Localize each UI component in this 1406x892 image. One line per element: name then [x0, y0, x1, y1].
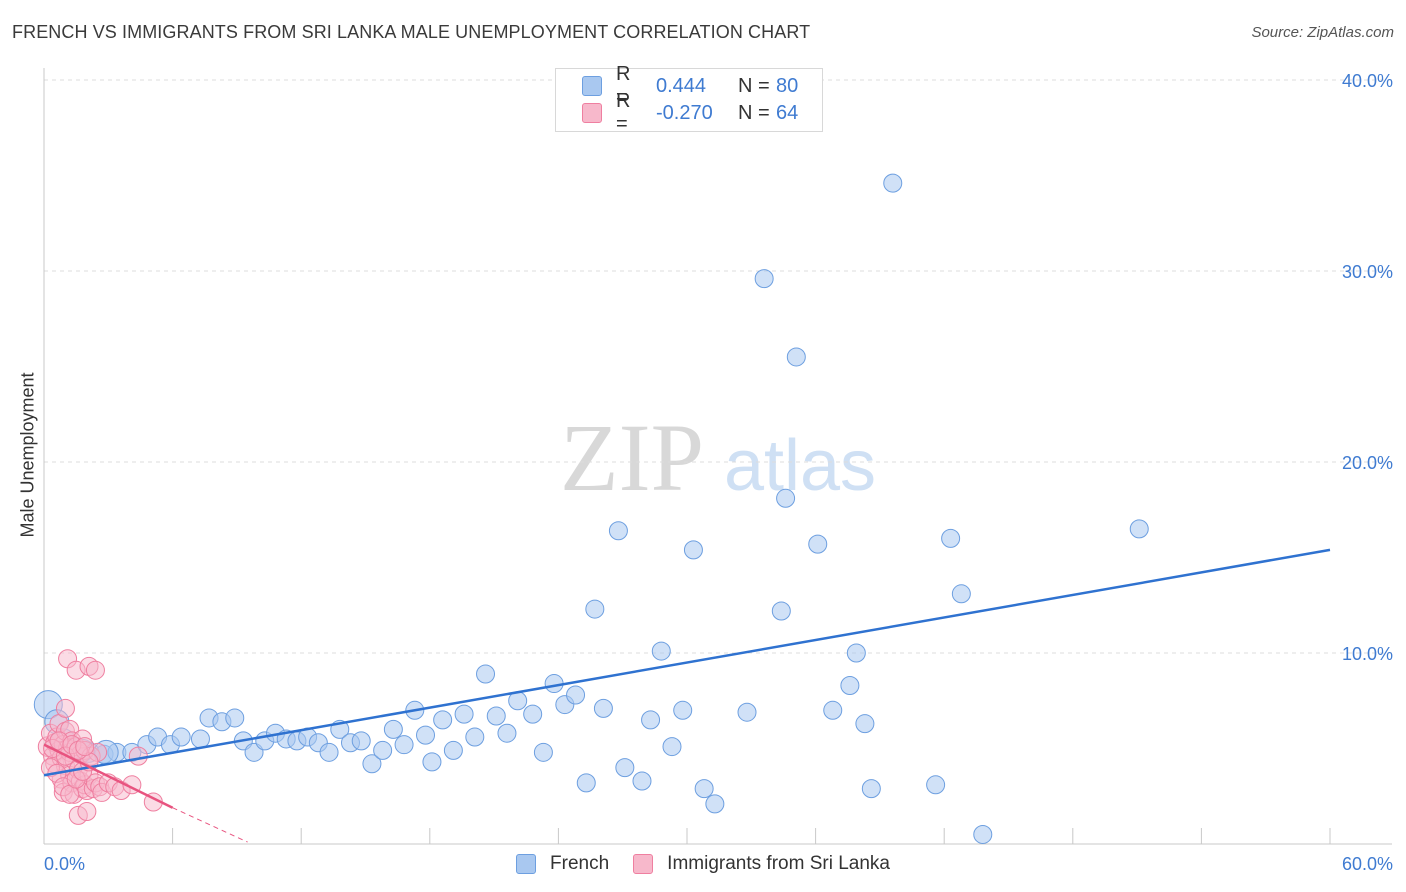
n-value: 80 [776, 74, 799, 97]
sri-lanka-point [55, 698, 75, 718]
french-point [585, 599, 605, 619]
r-label: R = [616, 90, 631, 135]
legend-row-french: R = 0.444 N = 80 [582, 63, 799, 108]
french-point [422, 752, 442, 772]
french-point [608, 521, 628, 541]
french-point [754, 269, 774, 289]
french-point [394, 735, 414, 755]
n-value: 64 [776, 101, 799, 124]
x-tick-label: 60.0% [1342, 854, 1393, 874]
french-swatch [516, 854, 537, 874]
trend-lines [43, 548, 1331, 843]
french-point [171, 727, 191, 747]
french-point [1129, 519, 1149, 539]
french-point [373, 740, 393, 760]
source-label: Source: ZipAtlas.com [1251, 24, 1394, 41]
french-point [454, 704, 474, 724]
french-point [883, 173, 903, 193]
french-point [190, 729, 210, 749]
watermark: ZIP atlas [560, 404, 876, 511]
french-point [840, 675, 860, 695]
french-point [523, 704, 543, 724]
correlation-legend: R = 0.444 N = 80 R = -0.270 N = 64 [555, 63, 823, 135]
french-point [362, 754, 382, 774]
french-point [433, 710, 453, 730]
french-point [476, 664, 496, 684]
french-point [533, 742, 553, 762]
legend-label-french: French [550, 853, 610, 874]
french-point [319, 742, 339, 762]
french-point [593, 698, 613, 718]
r-label: R = [616, 63, 631, 108]
french-point [926, 775, 946, 795]
french-point [973, 824, 993, 844]
french-point [416, 725, 436, 745]
legend-label-sri-lanka: Immigrants from Sri Lanka [667, 853, 890, 874]
french-trend-line [43, 548, 1331, 777]
x-tick-label: 0.0% [44, 854, 85, 874]
watermark-atlas: atlas [724, 426, 876, 506]
sri-lanka-trend-line [43, 743, 174, 809]
french-point [823, 700, 843, 720]
french-swatch [582, 76, 602, 96]
gridlines [44, 79, 1392, 654]
n-label: N = [738, 74, 770, 97]
french-point [383, 719, 403, 739]
french-point [225, 708, 245, 728]
y-tick-labels: 10.0% 20.0% 30.0% 40.0% [1342, 71, 1393, 664]
legend-item-sri-lanka[interactable]: Immigrants from Sri Lanka [633, 853, 890, 875]
french-point [632, 771, 652, 791]
sri-lanka-trend-extension [172, 807, 248, 843]
french-point [861, 779, 881, 799]
chart-title: FRENCH VS IMMIGRANTS FROM SRI LANKA MALE… [12, 22, 811, 42]
sri-lanka-points [37, 649, 163, 825]
y-tick-label: 30.0% [1342, 262, 1393, 282]
sri-lanka-point [128, 746, 148, 766]
french-point [846, 643, 866, 663]
series-legend: French Immigrants from Sri Lanka [0, 850, 1406, 878]
french-point [651, 641, 671, 661]
y-tick-label: 20.0% [1342, 453, 1393, 473]
sri-lanka-point [75, 737, 95, 757]
sri-lanka-swatch [582, 103, 602, 123]
french-point [497, 723, 517, 743]
y-tick-label: 10.0% [1342, 644, 1393, 664]
legend-row-sri-lanka: R = -0.270 N = 64 [582, 90, 799, 135]
watermark-zip: ZIP [560, 404, 704, 511]
n-label: N = [738, 101, 770, 124]
french-point [786, 347, 806, 367]
r-value: 0.444 [656, 74, 707, 97]
french-point [683, 540, 703, 560]
french-point [641, 710, 661, 730]
x-tick-labels: 0.0% 60.0% [44, 854, 1393, 874]
french-point [615, 758, 635, 778]
french-point [486, 706, 506, 726]
french-point [771, 601, 791, 621]
french-point [576, 773, 596, 793]
french-point [566, 685, 586, 705]
french-point [808, 534, 828, 554]
r-value: -0.270 [656, 101, 713, 124]
french-point [694, 779, 714, 799]
legend-item-french[interactable]: French [516, 853, 609, 875]
french-point [776, 488, 796, 508]
axes [43, 68, 1392, 845]
sri-lanka-point [85, 660, 105, 680]
french-point [351, 731, 371, 751]
french-point [737, 702, 757, 722]
y-tick-label: 40.0% [1342, 71, 1393, 91]
french-point [673, 700, 693, 720]
sri-lanka-swatch [633, 854, 654, 874]
french-point [855, 714, 875, 734]
french-point [443, 740, 463, 760]
french-point [705, 794, 725, 814]
sri-lanka-point [77, 802, 97, 822]
french-point [951, 584, 971, 604]
french-point [465, 727, 485, 747]
french-point [941, 528, 961, 548]
french-point [662, 737, 682, 757]
